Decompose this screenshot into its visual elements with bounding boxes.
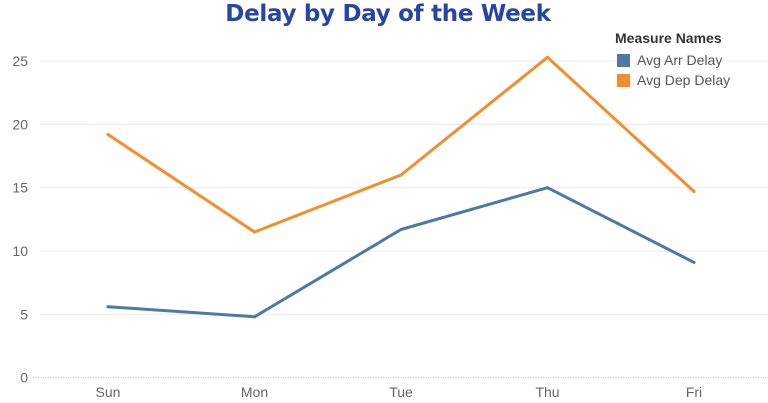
y-tick-label-10: 10 [12,243,28,259]
data-point-avg-dep-delay-mon [253,230,256,234]
series-lines [106,55,696,319]
x-tick-label-sun: Sun [96,384,121,400]
data-point-avg-dep-delay-thu [546,55,549,59]
data-point-avg-arr-delay-mon [253,315,256,319]
legend: Measure Names Avg Arr Delay Avg Dep Dela… [615,29,730,90]
axes: 0 5 10 15 20 25 Sun Mon Tue Thu Fri [12,53,768,400]
series-line-avg-arr-delay [106,186,696,319]
series-line-avg-dep-delay [106,55,696,234]
x-tick-label-fri: Fri [686,384,702,400]
data-point-avg-arr-delay-tue [399,227,403,231]
chart-title: Delay by Day of the Week [225,1,551,27]
y-tick-label-0: 0 [20,370,28,386]
y-tick-label-20: 20 [12,116,28,132]
legend-title: Measure Names [615,30,722,46]
x-tick-label-mon: Mon [241,384,268,400]
gridlines [40,60,768,315]
data-point-avg-dep-delay-fri [692,189,696,193]
data-point-avg-arr-delay-sun [106,305,110,309]
data-point-avg-dep-delay-tue [399,173,403,177]
legend-swatch-arr-delay [617,53,630,67]
legend-item-dep-delay[interactable]: Avg Dep Delay [615,70,730,90]
data-point-avg-dep-delay-sun [106,133,110,137]
y-tick-label-25: 25 [12,53,28,69]
data-point-avg-arr-delay-thu [546,186,549,190]
legend-label-dep-delay: Avg Dep Delay [637,72,731,88]
legend-item-arr-delay[interactable]: Avg Arr Delay [615,50,730,70]
x-tick-label-thu: Thu [535,384,559,400]
y-tick-label-5: 5 [20,306,28,322]
x-tick-label-tue: Tue [389,384,413,400]
data-point-avg-arr-delay-fri [692,260,696,264]
legend-label-arr-delay: Avg Arr Delay [637,52,723,68]
y-tick-label-15: 15 [12,180,28,196]
legend-swatch-dep-delay [617,73,630,87]
